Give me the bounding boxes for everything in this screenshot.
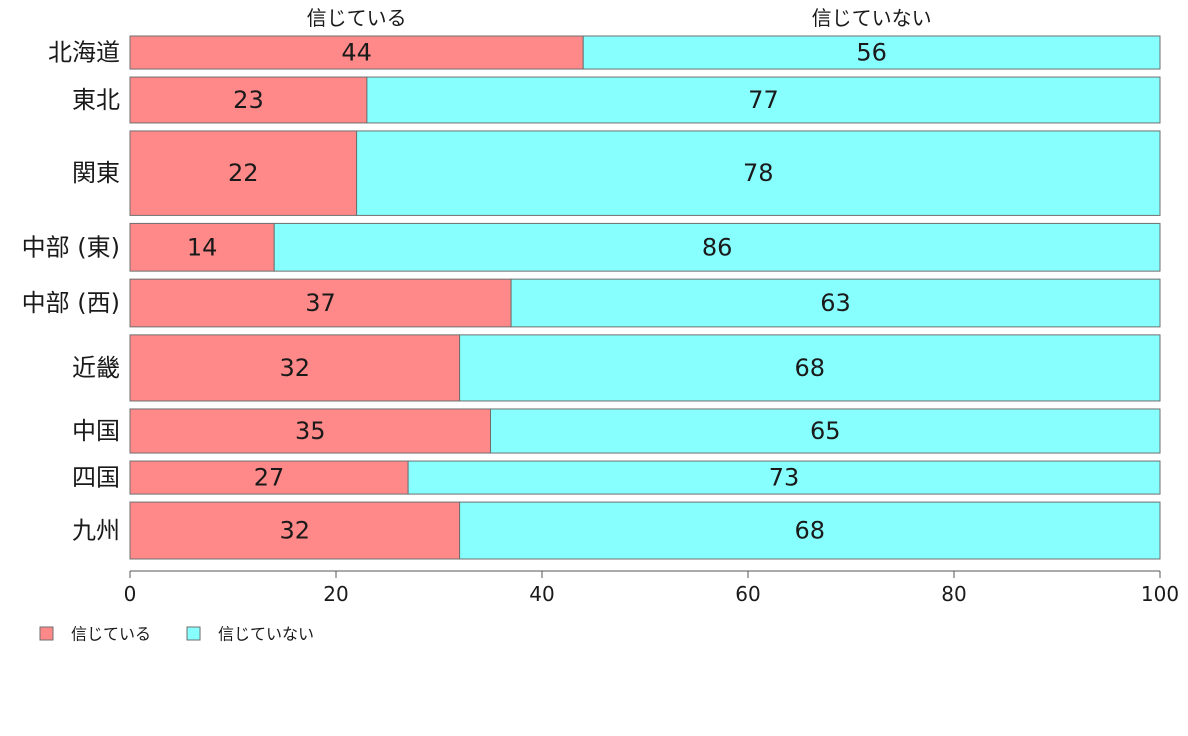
bar-segment bbox=[407, 460, 1161, 495]
category-label: 近畿 bbox=[72, 354, 120, 382]
bar-segment bbox=[129, 408, 491, 454]
data-label: 56 bbox=[856, 39, 887, 67]
data-label: 68 bbox=[795, 354, 826, 382]
data-label: 86 bbox=[702, 233, 733, 261]
bar-segment bbox=[129, 35, 584, 70]
data-label: 37 bbox=[305, 289, 336, 317]
x-axis: 0 20 40 60 80 100 bbox=[124, 570, 1179, 606]
top-labels: 信じている 信じていない bbox=[307, 6, 932, 30]
legend-swatch bbox=[39, 626, 54, 641]
legend-label: 信じている bbox=[71, 625, 151, 644]
x-tick-label: 80 bbox=[941, 582, 966, 606]
bar-segment bbox=[459, 334, 1161, 402]
legend-label: 信じていない bbox=[218, 625, 314, 644]
category-label: 北海道 bbox=[48, 39, 120, 67]
category-label: 関東 bbox=[72, 159, 120, 187]
bar-segment bbox=[459, 501, 1161, 560]
category-label: 中部 (西) bbox=[22, 289, 120, 317]
x-tick-label: 100 bbox=[1141, 582, 1179, 606]
bar-segment bbox=[129, 222, 275, 272]
data-label: 14 bbox=[187, 233, 218, 261]
x-tick-label: 0 bbox=[124, 582, 137, 606]
data-label: 63 bbox=[820, 289, 851, 317]
category-label: 九州 bbox=[72, 517, 120, 545]
bar-segment bbox=[356, 130, 1161, 216]
legend-swatch bbox=[186, 626, 201, 641]
data-label: 44 bbox=[341, 39, 372, 67]
top-column-label: 信じている bbox=[307, 6, 407, 30]
data-label: 77 bbox=[748, 86, 779, 114]
data-label: 73 bbox=[769, 464, 800, 492]
bar-segment bbox=[366, 76, 1161, 124]
x-tick-label: 40 bbox=[529, 582, 554, 606]
bars: 44 56 23 77 22 78 14 86 37 63 32 68 35 65 27 73 32 68 bbox=[129, 35, 1161, 560]
legend: 信じている 信じていない bbox=[39, 625, 314, 644]
data-label: 22 bbox=[228, 159, 259, 187]
bar-segment bbox=[129, 278, 512, 328]
category-label: 中部 (東) bbox=[22, 233, 120, 261]
bar-segment bbox=[510, 278, 1161, 328]
data-label: 32 bbox=[280, 354, 311, 382]
bar-segment bbox=[129, 130, 358, 216]
data-label: 35 bbox=[295, 417, 326, 445]
x-tick-label: 20 bbox=[323, 582, 348, 606]
data-label: 68 bbox=[795, 517, 826, 545]
category-label: 中国 bbox=[72, 417, 120, 445]
data-label: 78 bbox=[743, 159, 774, 187]
data-label: 65 bbox=[810, 417, 841, 445]
data-label: 27 bbox=[254, 464, 285, 492]
data-label: 32 bbox=[280, 517, 311, 545]
bar-segment bbox=[129, 76, 368, 124]
category-label: 四国 bbox=[72, 464, 120, 492]
x-tick-label: 60 bbox=[735, 582, 760, 606]
bar-segment bbox=[273, 222, 1161, 272]
data-label: 23 bbox=[233, 86, 264, 114]
bar-segment bbox=[582, 35, 1161, 70]
top-column-label: 信じていない bbox=[812, 6, 932, 30]
category-label: 東北 bbox=[72, 86, 120, 114]
bar-segment bbox=[129, 501, 461, 560]
bar-segment bbox=[490, 408, 1161, 454]
